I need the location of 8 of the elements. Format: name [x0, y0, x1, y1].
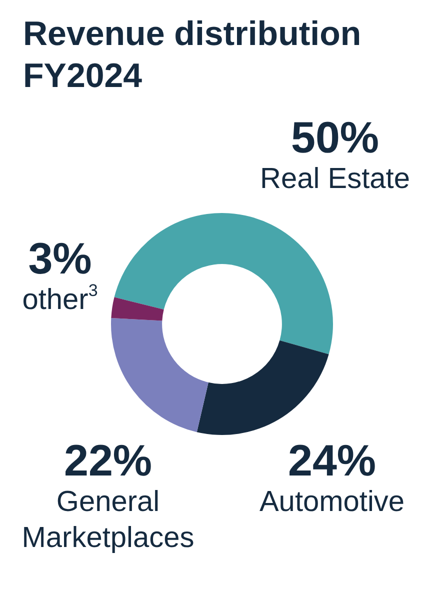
- slice-label: General Marketplaces: [22, 486, 194, 554]
- chart-title: Revenue distribution FY2024: [23, 15, 371, 95]
- data-label: 22%: [64, 436, 152, 486]
- slice-label: Automotive: [259, 486, 405, 518]
- data-label: 3%: [28, 234, 92, 284]
- data-label: 24%: [288, 436, 376, 486]
- slice-label: Real Estate: [260, 163, 410, 195]
- data-label: 50%: [290, 114, 380, 162]
